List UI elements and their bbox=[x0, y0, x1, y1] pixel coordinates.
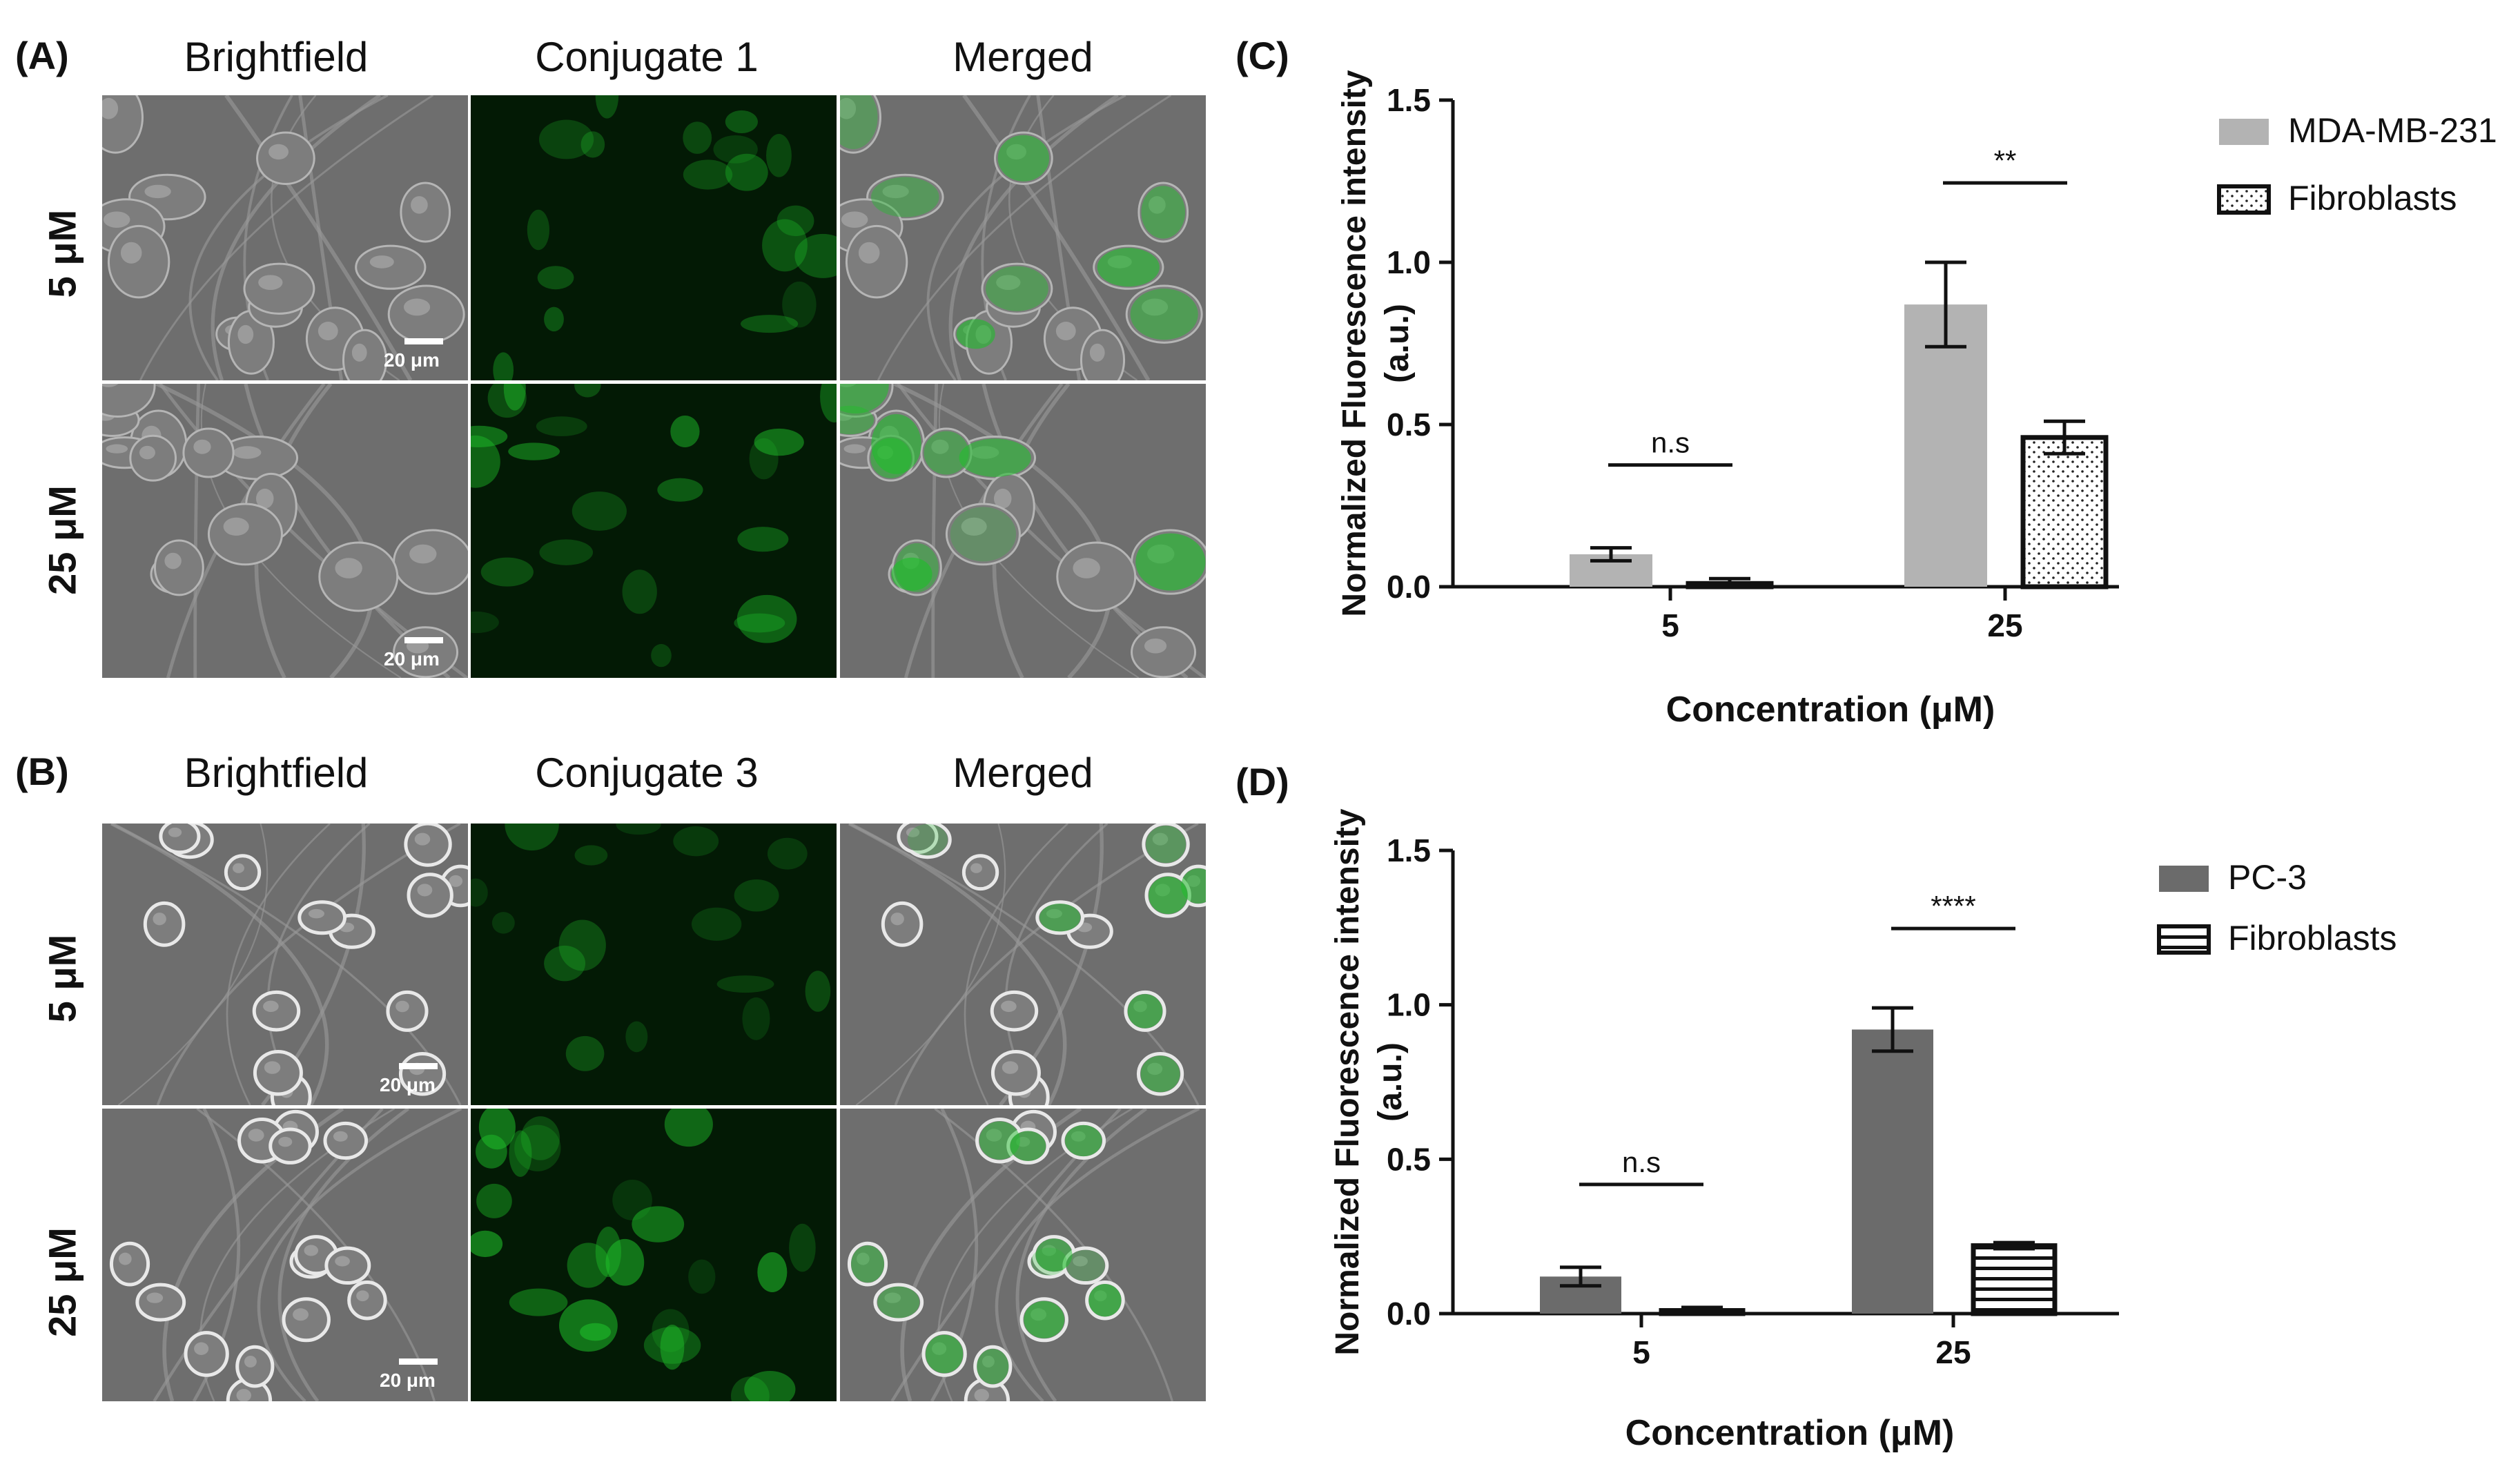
legend-label: Fibroblasts bbox=[2288, 179, 2457, 217]
y-tick-label: 1.5 bbox=[1387, 82, 1431, 118]
micrograph-a-conjugate-25um bbox=[471, 384, 837, 678]
bar bbox=[1852, 1029, 1933, 1314]
x-axis-label: Concentration (μM) bbox=[1625, 1413, 1955, 1453]
bar bbox=[1971, 1243, 2058, 1316]
significance-label: n.s bbox=[1622, 1146, 1661, 1178]
panel-letter: (D) bbox=[1235, 760, 1289, 803]
legend-label: MDA-MB-231 bbox=[2288, 111, 2497, 150]
y-tick-label: 1.0 bbox=[1387, 244, 1431, 280]
legend-label: PC-3 bbox=[2228, 858, 2307, 897]
y-axis-label: Normalized Fluorescence intensity bbox=[1336, 70, 1373, 617]
chart-c: (C) 0.0 0.5 1.0 1.5 Normalized Fluorescence i… bbox=[1235, 34, 2497, 730]
micrograph-b-merged-5um bbox=[840, 824, 1206, 1105]
x-tick-label: 5 bbox=[1632, 1334, 1650, 1370]
panel-b-label: (B) bbox=[15, 750, 69, 793]
y-axis-label: (a.u.) bbox=[1379, 304, 1416, 383]
micrograph-b-conjugate-5um bbox=[471, 824, 837, 1105]
panel-b-col-conjugate: Conjugate 3 bbox=[535, 750, 759, 796]
y-tick-label: 1.0 bbox=[1387, 987, 1431, 1023]
error-bar bbox=[2044, 419, 2085, 456]
micrograph-b-merged-25um bbox=[840, 1109, 1206, 1401]
significance-label: **** bbox=[1931, 890, 1975, 922]
error-bar bbox=[1872, 1006, 1913, 1053]
panel-b-row-25um: 25 μM bbox=[40, 1227, 84, 1337]
panel-letter: (C) bbox=[1235, 34, 1289, 77]
micrograph-a-brightfield-25um: 20 μm bbox=[102, 384, 468, 678]
error-bar bbox=[1560, 1265, 1601, 1288]
micrograph-a-merged-5um bbox=[840, 95, 1206, 380]
panel-b-col-brightfield: Brightfield bbox=[184, 750, 369, 796]
y-axis-label: (a.u.) bbox=[1372, 1042, 1409, 1122]
panel-a-row-5um: 5 μM bbox=[40, 209, 84, 298]
error-bar bbox=[1709, 576, 1750, 589]
panel-a-label: (A) bbox=[15, 34, 69, 77]
bar bbox=[2020, 435, 2109, 590]
x-tick-label: 25 bbox=[1935, 1334, 1971, 1370]
legend-label: Fibroblasts bbox=[2228, 919, 2397, 957]
scale-bar-label: 20 μm bbox=[380, 1370, 436, 1391]
panel-a-row-25um: 25 μM bbox=[40, 485, 84, 595]
y-tick-label: 0.0 bbox=[1387, 1296, 1431, 1332]
x-axis-label: Concentration (μM) bbox=[1666, 690, 1995, 730]
panel-b-row-5um: 5 μM bbox=[40, 934, 84, 1023]
micrograph-b-brightfield-5um: 20 μm bbox=[102, 824, 468, 1105]
panel-a-col-conjugate: Conjugate 1 bbox=[535, 34, 759, 80]
y-tick-label: 0.5 bbox=[1387, 407, 1431, 442]
y-tick-label: 1.5 bbox=[1387, 832, 1431, 868]
y-axis-label: Normalized Fluorescence intensity bbox=[1329, 808, 1366, 1356]
legend-swatch bbox=[2219, 119, 2269, 145]
legend-swatch bbox=[2217, 184, 2271, 215]
x-tick-label: 5 bbox=[1661, 607, 1679, 643]
significance-label: ** bbox=[1994, 144, 2017, 177]
error-bar bbox=[1925, 260, 1966, 349]
micrograph-a-conjugate-5um bbox=[471, 95, 837, 380]
micrograph-b-brightfield-25um: 20 μm bbox=[102, 1109, 468, 1401]
panel-a-col-merged: Merged bbox=[953, 34, 1093, 80]
error-bar bbox=[1993, 1240, 2035, 1251]
error-bar bbox=[1590, 546, 1632, 563]
bar bbox=[1904, 304, 1987, 587]
scale-bar-label: 20 μm bbox=[380, 1074, 436, 1095]
error-bar bbox=[1681, 1305, 1723, 1316]
legend-swatch bbox=[2157, 924, 2211, 955]
y-tick-label: 0.0 bbox=[1387, 569, 1431, 605]
y-tick-label: 0.5 bbox=[1387, 1141, 1431, 1177]
panel-b-col-merged: Merged bbox=[953, 750, 1093, 796]
micrograph-a-merged-25um bbox=[840, 384, 1206, 678]
panel-a-col-brightfield: Brightfield bbox=[184, 34, 369, 80]
x-tick-label: 25 bbox=[1987, 607, 2022, 643]
micrograph-b-conjugate-25um bbox=[471, 1109, 837, 1401]
chart-d: (D) 0.0 0.5 1.0 1.5 Normalized Fluorescence i… bbox=[1235, 760, 2397, 1453]
scale-bar-label: 20 μm bbox=[384, 349, 440, 371]
micrograph-a-brightfield-5um: 20 μm bbox=[102, 95, 468, 380]
significance-label: n.s bbox=[1651, 427, 1690, 459]
scale-bar-label: 20 μm bbox=[384, 648, 440, 670]
legend-swatch bbox=[2159, 866, 2209, 892]
